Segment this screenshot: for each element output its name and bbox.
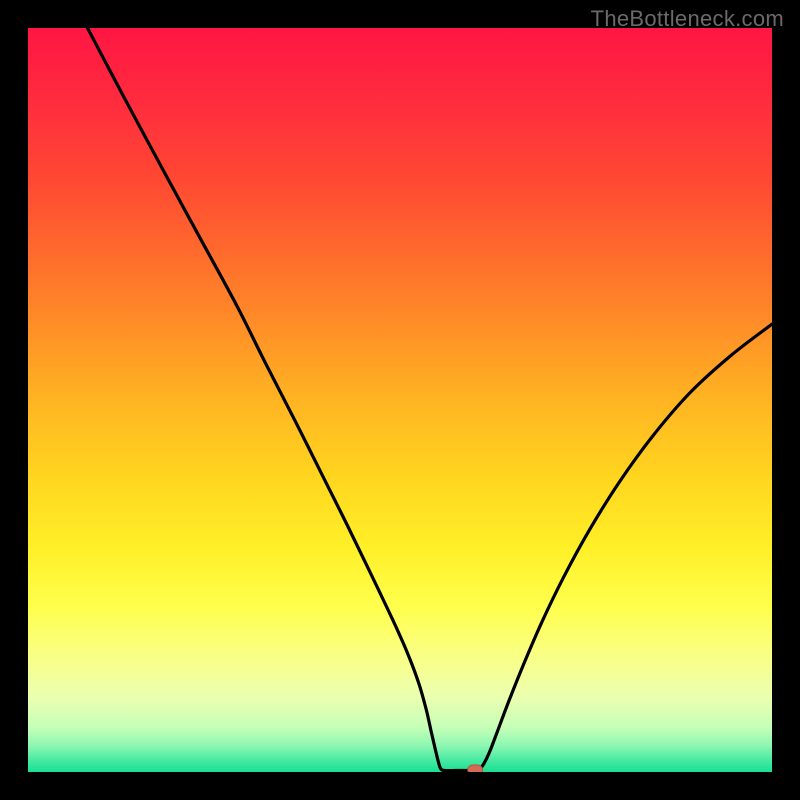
chart-frame: TheBottleneck.com: [0, 0, 800, 800]
plot-svg: [28, 28, 772, 772]
optimal-point-marker: [468, 765, 483, 772]
bottleneck-plot: [28, 28, 772, 772]
gradient-background: [28, 28, 772, 772]
